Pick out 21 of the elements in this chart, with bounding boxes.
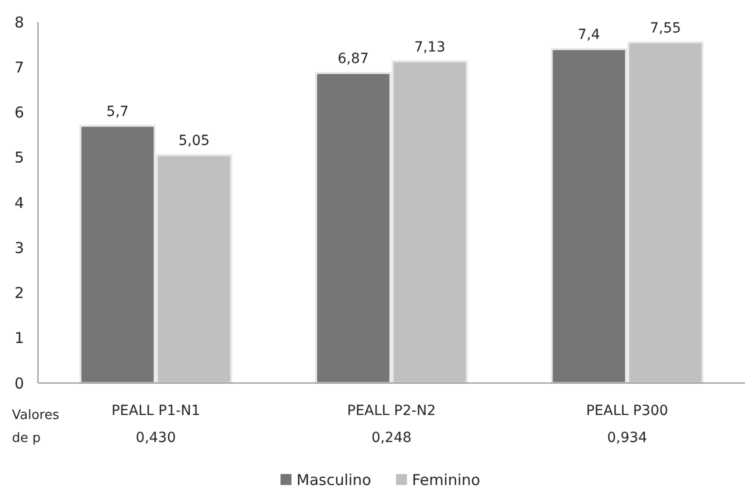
y-tick-label: 5 [14,148,24,167]
x-tick-label: PEALL P1-N1 0,430 [111,403,200,446]
y-tick-label: 4 [14,194,24,212]
x-tick-label: PEALL P2-N2 0,248 [347,403,436,446]
data-label: 7,55 [650,20,682,36]
data-label: 5,05 [178,133,210,150]
y-tick-label: 6 [14,104,24,122]
data-label: 5,7 [106,104,129,120]
text: Valores de p [12,408,60,446]
y-tick-label: 3 [14,238,24,257]
legend-label: Feminino [412,471,480,489]
x-tick-label: PEALL P300 0,934 [586,403,668,446]
data-label: 7,4 [578,27,600,44]
y-tick-label: 7 [14,58,24,76]
y-tick-label: 0 [14,374,24,392]
y-tick-label: 1 [14,329,24,348]
legend-label: Masculino [296,471,372,489]
y-tick-label: 2 [14,284,24,302]
data-label: 7,13 [414,39,446,56]
y-tick-label: 8 [14,13,24,32]
data-label: 6,87 [338,50,369,67]
